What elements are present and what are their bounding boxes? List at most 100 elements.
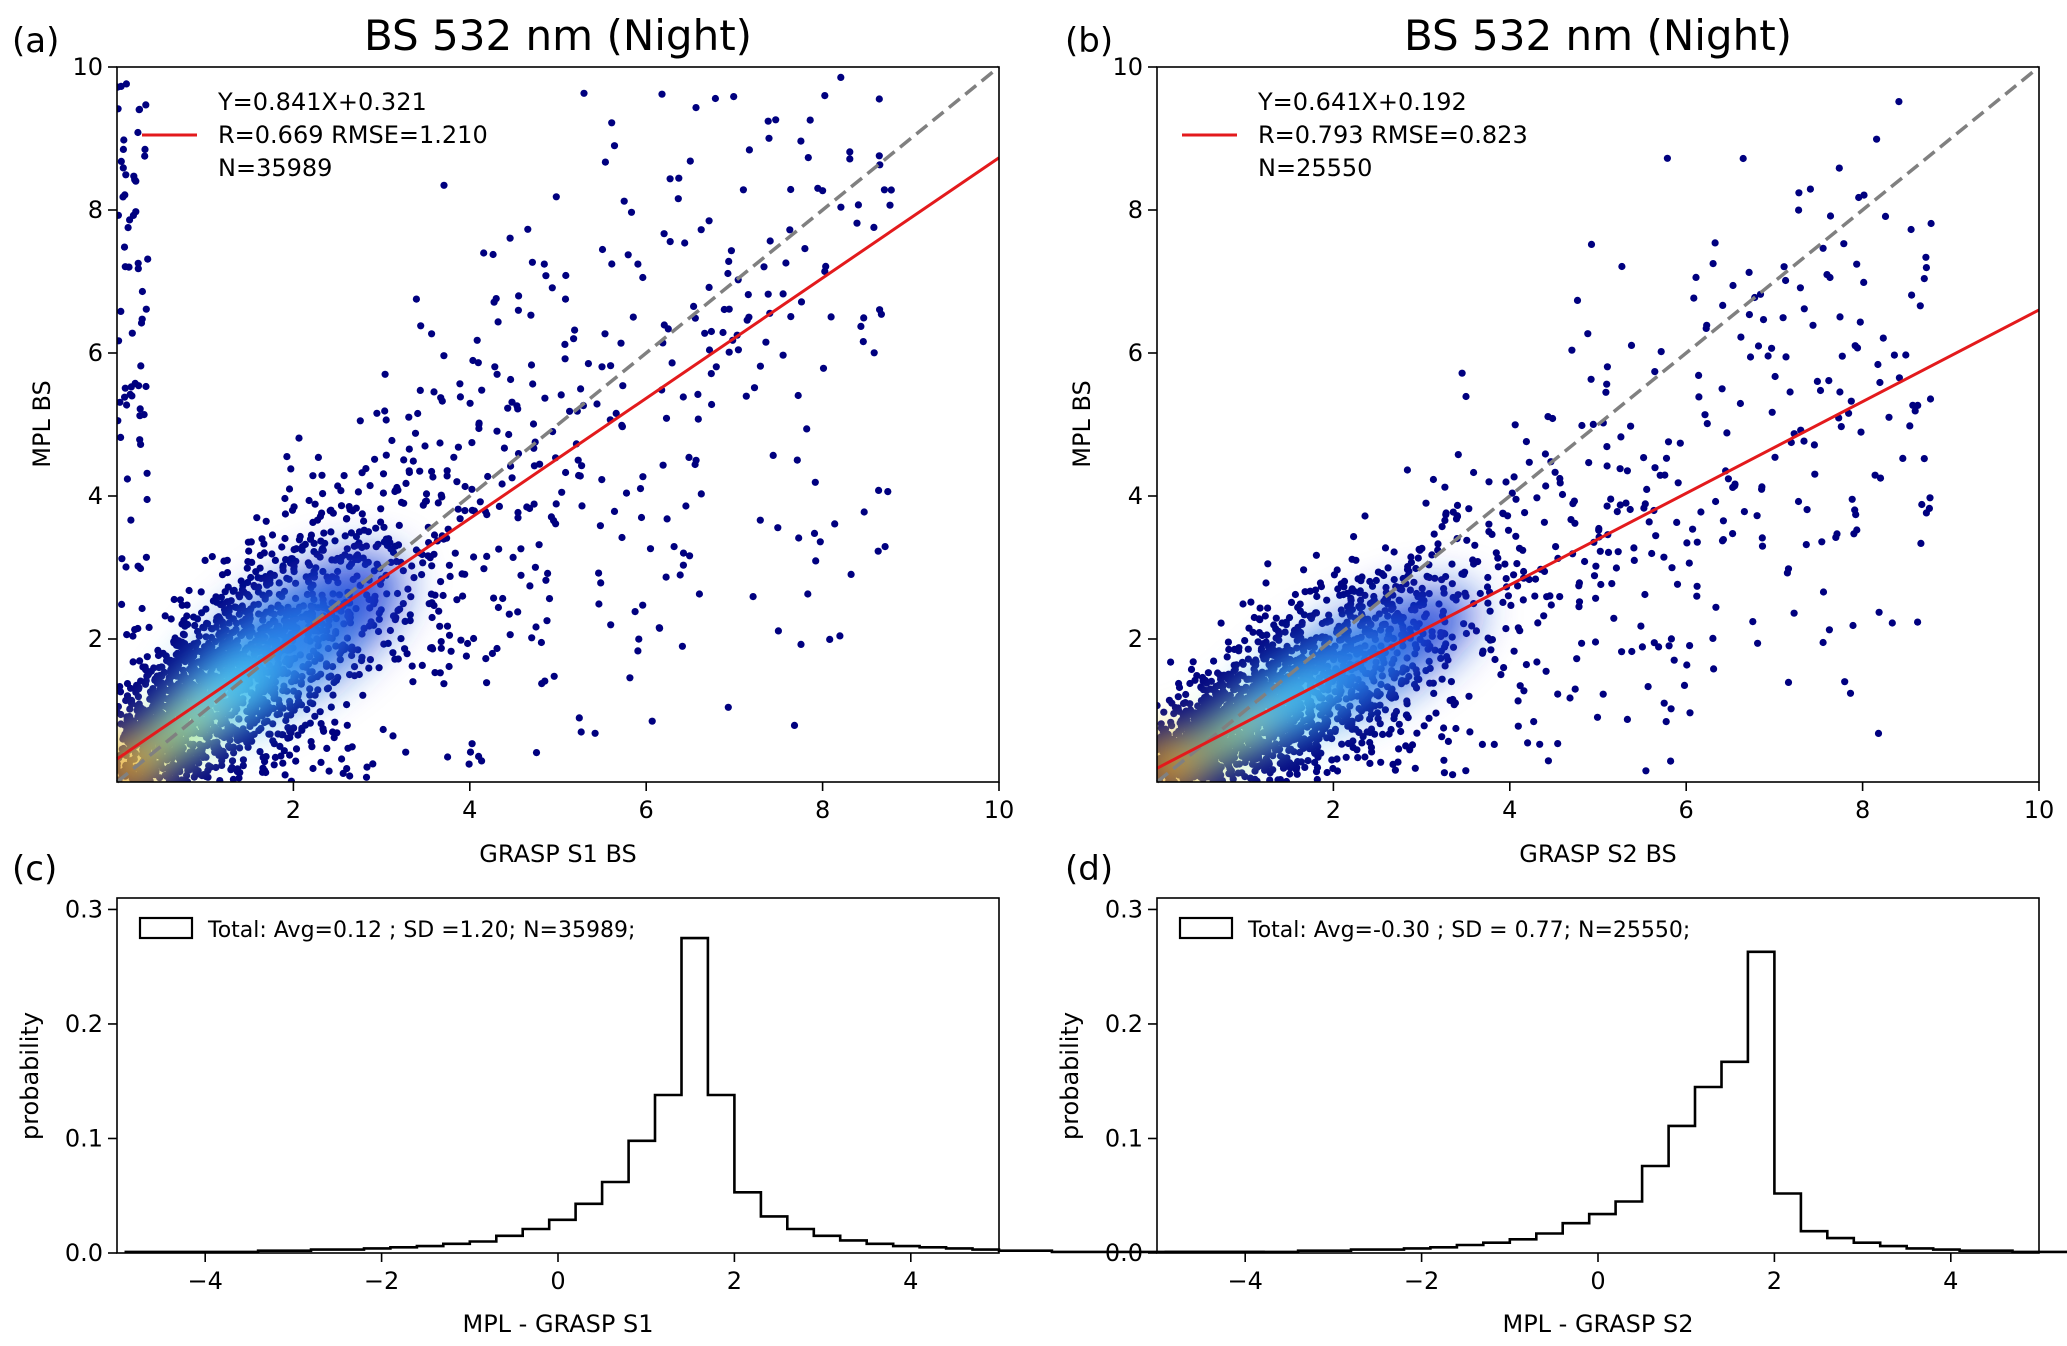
scatter-point xyxy=(1187,721,1195,729)
scatter-point xyxy=(548,284,556,292)
scatter-point xyxy=(1290,748,1298,756)
scatter-point xyxy=(303,705,311,714)
scatter-point xyxy=(1181,699,1189,707)
scatter-point xyxy=(1272,625,1280,633)
scatter-point xyxy=(362,542,370,550)
scatter-point xyxy=(417,322,425,330)
scatter-point xyxy=(228,763,236,772)
y-tick-label: 10 xyxy=(1112,53,1143,81)
scatter-point xyxy=(1662,718,1670,726)
scatter-point xyxy=(636,485,645,493)
scatter-point xyxy=(1918,500,1926,509)
scatter-point xyxy=(617,339,625,347)
scatter-point xyxy=(806,116,814,124)
scatter-point xyxy=(1256,604,1264,612)
scatter-point xyxy=(408,562,416,570)
scatter-point xyxy=(500,444,508,452)
scatter-point xyxy=(528,634,536,642)
scatter-point xyxy=(343,765,351,773)
scatter-point xyxy=(342,515,351,523)
scatter-point xyxy=(725,305,733,313)
scatter-point xyxy=(1157,724,1165,732)
scatter-point xyxy=(1881,212,1890,220)
scatter-point xyxy=(117,703,122,711)
scatter-point xyxy=(1920,455,1928,463)
scatter-point xyxy=(301,721,309,729)
scatter-point xyxy=(395,521,403,530)
scatter-point xyxy=(795,534,803,542)
scatter-point xyxy=(1224,638,1232,646)
scatter-point xyxy=(337,487,345,495)
scatter-point xyxy=(331,537,339,545)
scatter-point xyxy=(656,624,664,632)
scatter-point xyxy=(1587,375,1595,383)
scatter-point xyxy=(1660,553,1668,561)
scatter-point xyxy=(379,725,387,734)
scatter-point xyxy=(1510,647,1518,655)
scatter-point xyxy=(1326,729,1334,737)
scatter-point xyxy=(166,668,174,676)
scatter-point xyxy=(1281,628,1289,636)
histogram-panel-d: (d) −4 −2 0 2 4 0.00.10.20.3 MPL - GRASP S2 … xyxy=(1056,849,2067,1338)
scatter-point xyxy=(230,743,238,751)
chart-title-a: BS 532 nm (Night) xyxy=(364,11,752,60)
scatter-point xyxy=(456,380,464,388)
scatter-point xyxy=(598,245,607,254)
scatter-point xyxy=(437,638,445,646)
scatter-point xyxy=(117,157,125,165)
scatter-point xyxy=(1779,314,1787,322)
scatter-point xyxy=(470,553,478,561)
scatter-point xyxy=(1276,776,1284,782)
scatter-point xyxy=(1907,225,1915,234)
scatter-point xyxy=(143,718,152,726)
scatter-point xyxy=(561,355,569,363)
scatter-point xyxy=(154,646,162,655)
scatter-point xyxy=(429,473,437,481)
scatter-point xyxy=(332,676,340,685)
x-tick-label: 2 xyxy=(1326,796,1341,824)
scatter-point xyxy=(527,311,535,319)
scatter-point xyxy=(870,223,878,231)
scatter-point xyxy=(744,291,752,299)
scatter-point xyxy=(1627,341,1636,349)
scatter-point xyxy=(1885,413,1893,421)
scatter-point xyxy=(252,568,260,576)
scatter-point xyxy=(431,669,439,677)
scatter-point xyxy=(577,728,585,736)
scatter-point xyxy=(1512,495,1520,503)
scatter-point xyxy=(1648,549,1656,558)
scatter-point xyxy=(280,747,288,755)
scatter-point xyxy=(129,632,137,640)
scatter-point xyxy=(1275,636,1283,644)
scatter-point xyxy=(402,479,410,487)
scatter-point xyxy=(1235,760,1243,768)
y-tick-label: 0.3 xyxy=(65,895,103,923)
scatter-point xyxy=(1692,273,1700,281)
scatter-point xyxy=(153,696,161,704)
scatter-point xyxy=(819,364,828,372)
scatter-point xyxy=(221,588,229,596)
scatter-point xyxy=(1370,592,1378,601)
scatter-point xyxy=(1584,330,1592,338)
scatter-point xyxy=(476,498,484,506)
scatter-point xyxy=(794,391,802,400)
scatter-point xyxy=(631,608,639,616)
scatter-point xyxy=(337,502,346,510)
scatter-point xyxy=(1460,570,1468,579)
scatter-point xyxy=(1603,443,1611,451)
scatter-point xyxy=(394,606,402,615)
scatter-point xyxy=(1300,611,1308,619)
scatter-point xyxy=(309,518,317,527)
scatter-point xyxy=(126,705,134,713)
scatter-point xyxy=(247,538,255,546)
scatter-point xyxy=(705,283,713,291)
scatter-point xyxy=(443,472,451,480)
scatter-point xyxy=(424,552,432,560)
scatter-point xyxy=(646,545,655,553)
scatter-point xyxy=(381,370,389,378)
scatter-point xyxy=(1440,769,1448,777)
scatter-point xyxy=(1520,687,1528,695)
scatter-point xyxy=(691,460,699,469)
scatter-point xyxy=(1334,585,1342,593)
